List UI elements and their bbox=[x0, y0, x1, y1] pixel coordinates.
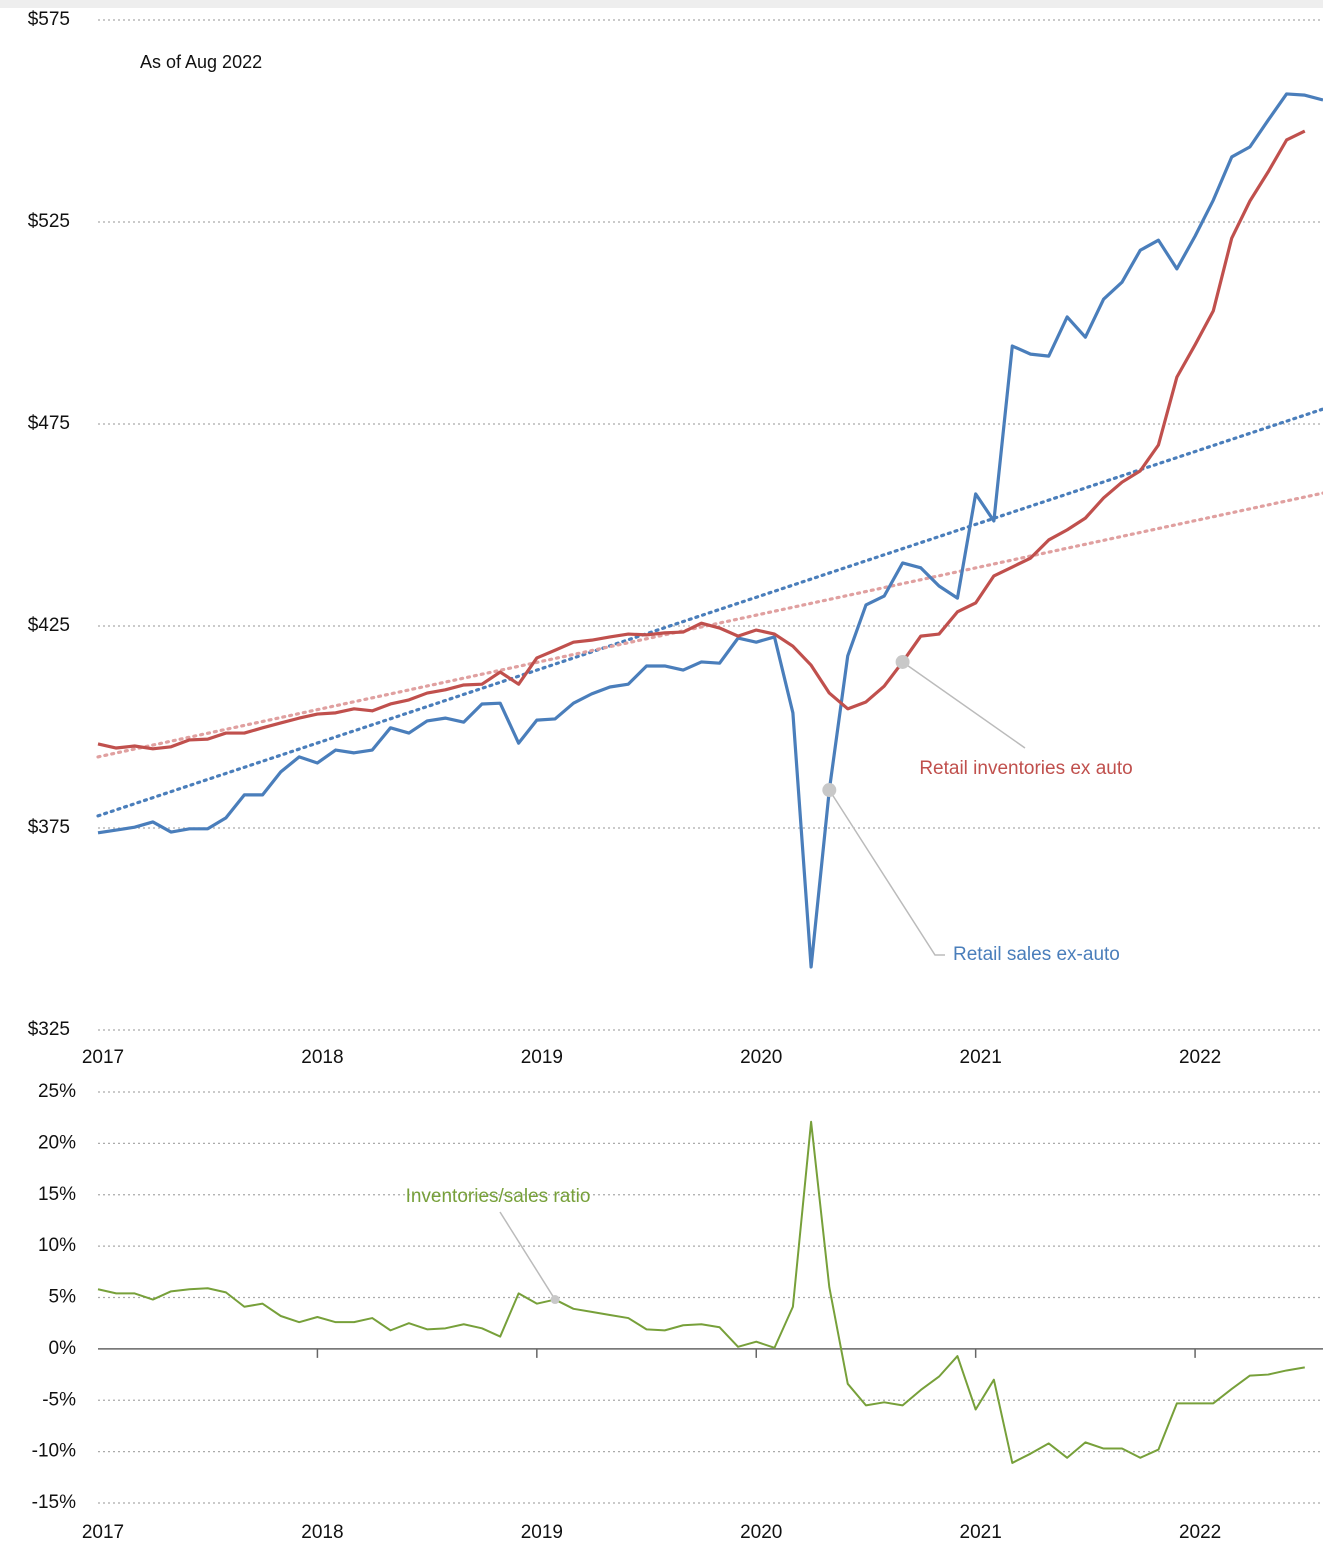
series-line bbox=[97, 92, 1323, 969]
leader-line bbox=[902, 661, 1026, 749]
leader-line bbox=[499, 1211, 556, 1300]
x-tick-label: 2021 bbox=[960, 1047, 1002, 1068]
x-tick-label: 2017 bbox=[82, 1047, 124, 1068]
series-label: Retail sales ex-auto bbox=[953, 944, 1120, 965]
x-tick-label: 2020 bbox=[740, 1522, 782, 1543]
callout-dot bbox=[822, 783, 837, 798]
chart-subtitle: As of Aug 2022 bbox=[140, 52, 262, 72]
x-tick-label: 2018 bbox=[301, 1047, 343, 1068]
series-line bbox=[97, 129, 1306, 751]
x-tick-label: 2019 bbox=[521, 1047, 563, 1068]
y-tick-label: $475 bbox=[28, 413, 70, 434]
y-tick-label: 25% bbox=[38, 1081, 76, 1102]
trend-line bbox=[96, 407, 1323, 818]
y-tick-label: 15% bbox=[38, 1184, 76, 1205]
y-tick-label: 0% bbox=[49, 1338, 77, 1359]
y-tick-label: $325 bbox=[28, 1019, 70, 1040]
x-tick-label: 2020 bbox=[740, 1047, 782, 1068]
x-tick-label: 2017 bbox=[82, 1522, 124, 1543]
y-tick-label: -10% bbox=[32, 1441, 76, 1462]
x-tick-label: 2022 bbox=[1179, 1522, 1221, 1543]
y-tick-label: $425 bbox=[28, 615, 70, 636]
series-label: Retail inventories ex auto bbox=[919, 758, 1132, 779]
x-tick-label: 2018 bbox=[301, 1522, 343, 1543]
series-label: Inventories/sales ratio bbox=[406, 1186, 591, 1207]
y-tick-label: -15% bbox=[32, 1492, 76, 1513]
y-tick-label: 5% bbox=[49, 1287, 77, 1308]
top-band bbox=[0, 0, 1323, 8]
series-line bbox=[97, 1120, 1305, 1464]
y-tick-label: $525 bbox=[28, 211, 70, 232]
x-tick-label: 2019 bbox=[521, 1522, 563, 1543]
y-tick-label: $375 bbox=[28, 817, 70, 838]
x-tick-label: 2022 bbox=[1179, 1047, 1221, 1068]
x-tick-label: 2021 bbox=[960, 1522, 1002, 1543]
y-tick-label: -5% bbox=[42, 1389, 76, 1410]
leader-line bbox=[828, 789, 945, 956]
callout-dot bbox=[895, 654, 910, 669]
callout-dot bbox=[550, 1295, 560, 1305]
y-tick-label: $575 bbox=[28, 9, 70, 30]
y-tick-label: 10% bbox=[38, 1235, 76, 1256]
y-tick-label: 20% bbox=[38, 1132, 76, 1153]
